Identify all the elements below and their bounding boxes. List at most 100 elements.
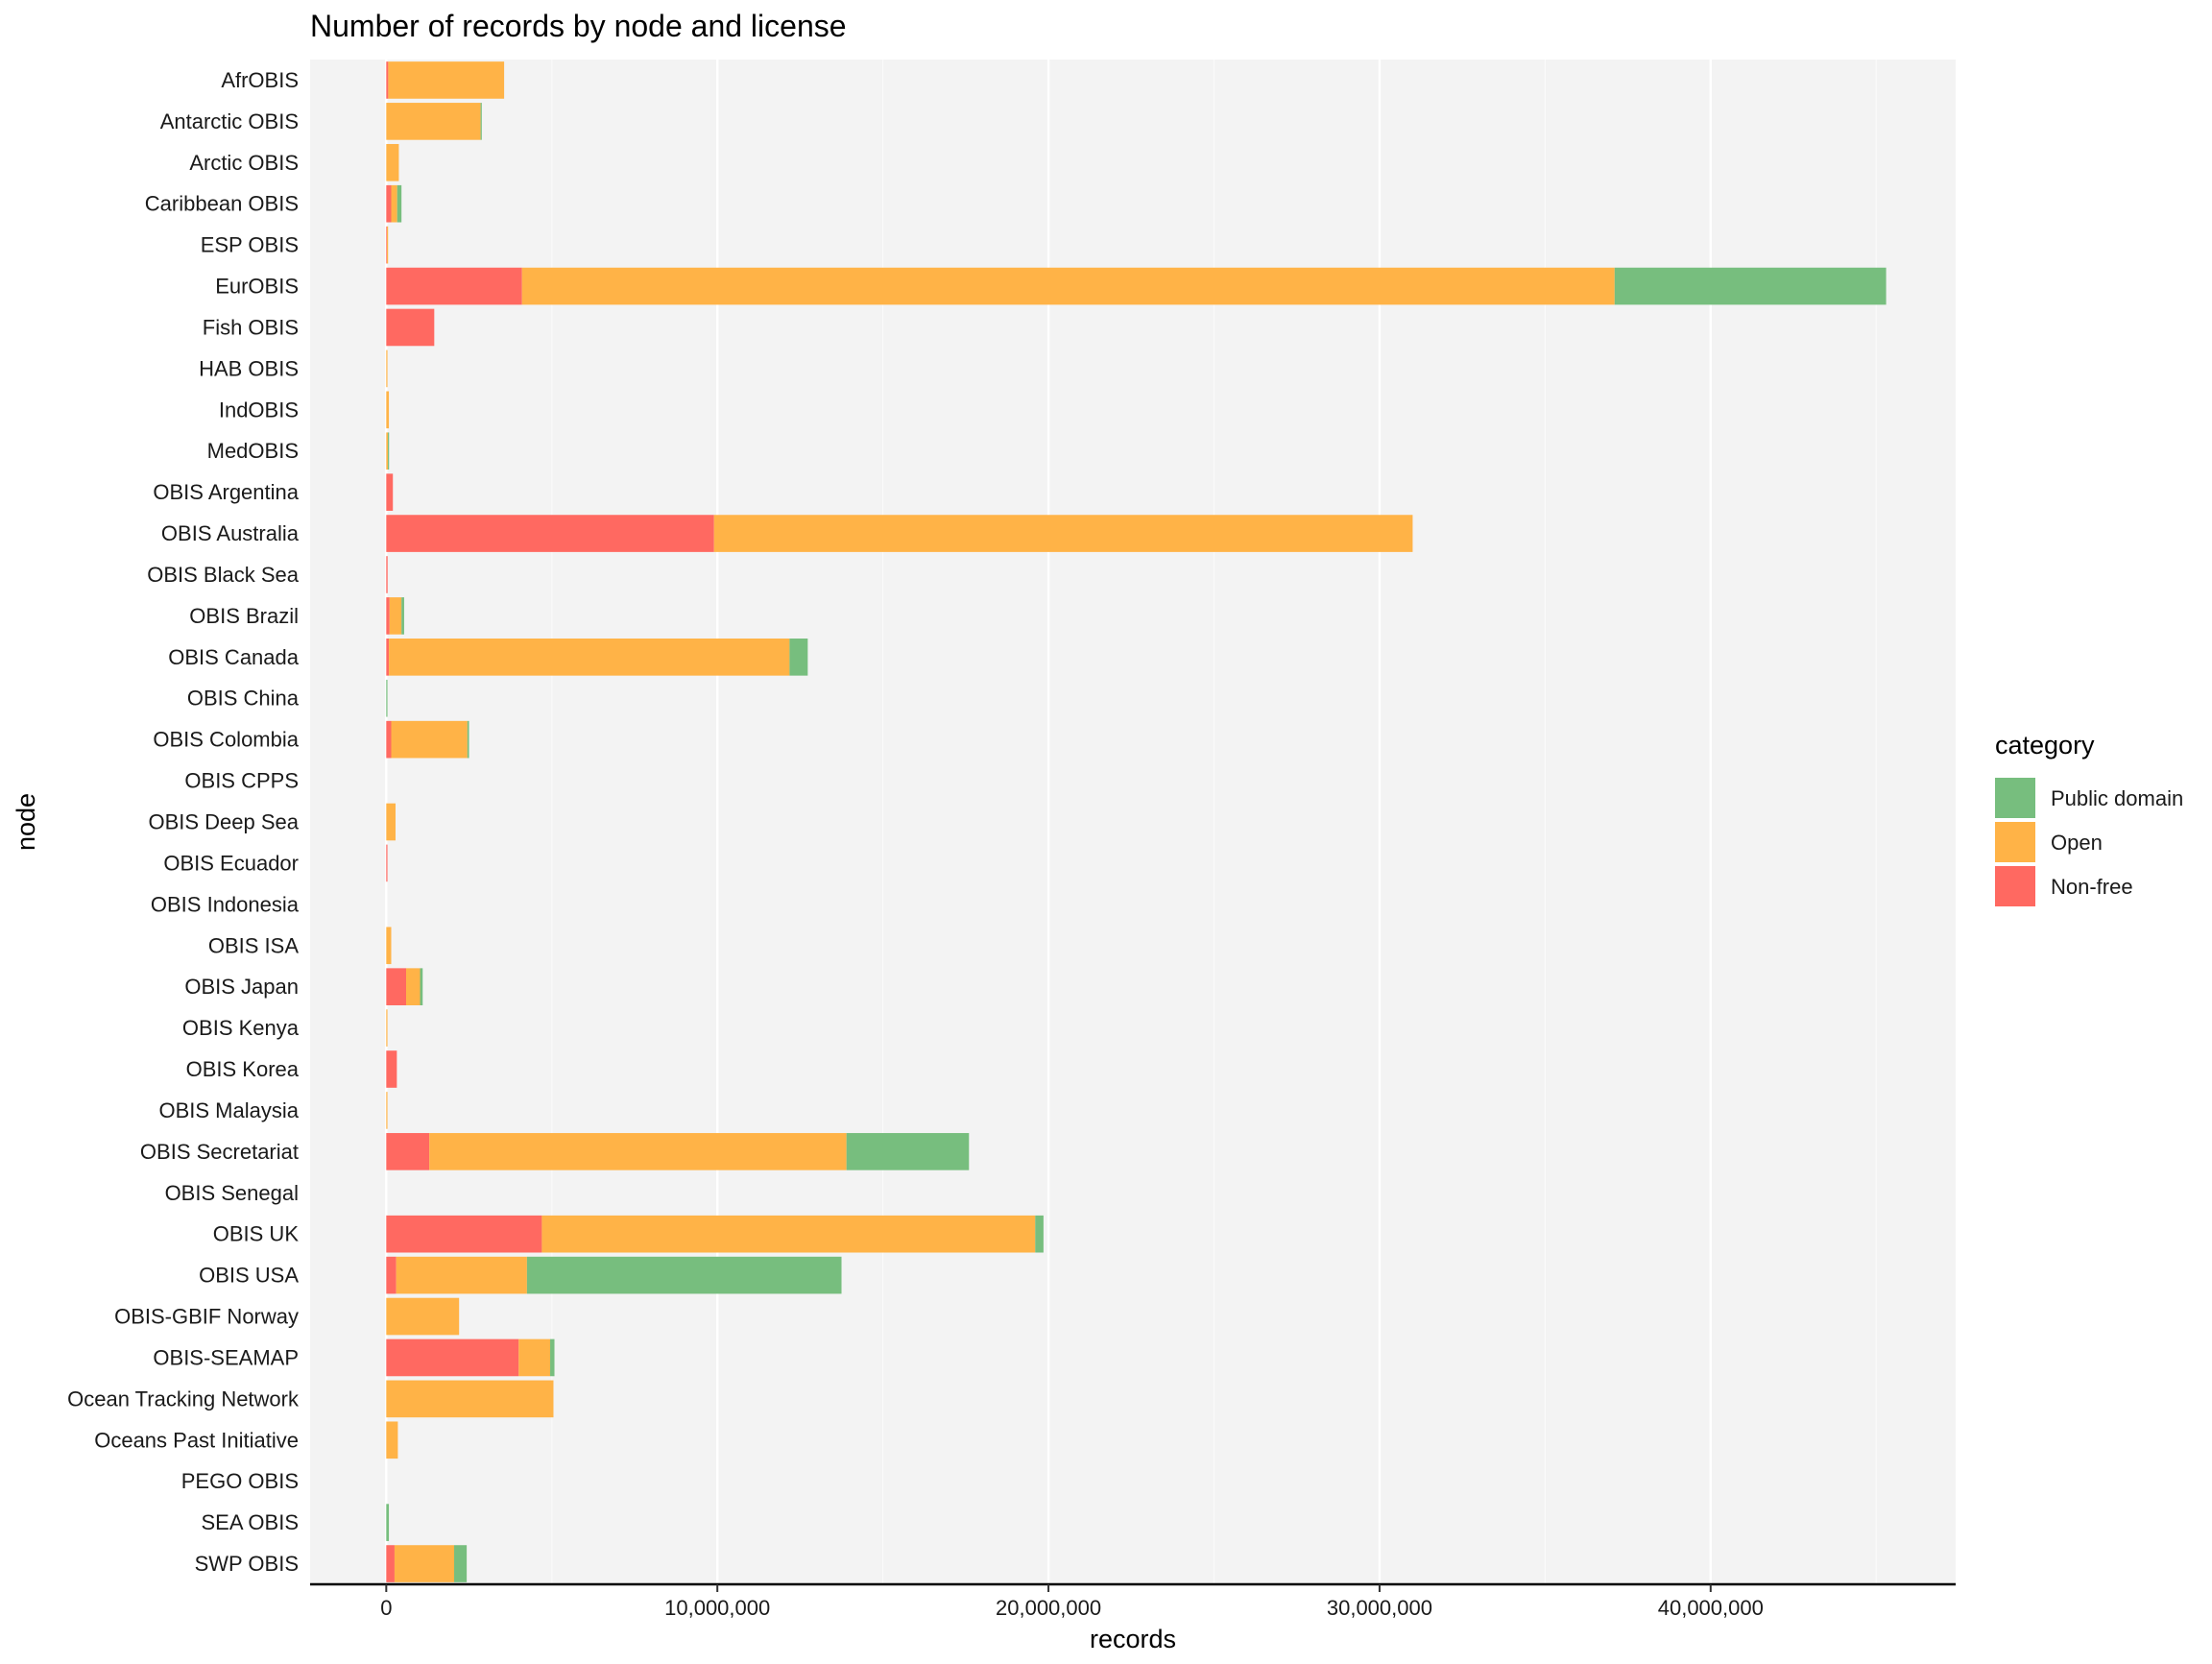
legend-swatch bbox=[1995, 778, 2035, 818]
y-tick-label: Antarctic OBIS bbox=[160, 109, 299, 133]
y-tick-label: Oceans Past Initiative bbox=[94, 1428, 299, 1452]
bar-open bbox=[386, 103, 481, 140]
bar-non-free bbox=[386, 226, 388, 264]
bar-public-domain bbox=[846, 1133, 970, 1170]
x-tick-label: 10,000,000 bbox=[664, 1596, 770, 1620]
y-tick-label: EurOBIS bbox=[215, 275, 299, 299]
y-tick-label: OBIS Secretariat bbox=[140, 1140, 299, 1164]
y-tick-label: OBIS Deep Sea bbox=[148, 810, 299, 834]
y-tick-label: IndOBIS bbox=[219, 398, 299, 422]
bar-non-free bbox=[386, 968, 407, 1005]
legend-label: Open bbox=[2051, 831, 2103, 855]
bar-public-domain bbox=[1614, 267, 1887, 305]
x-axis-title: records bbox=[1090, 1625, 1176, 1653]
bar-public-domain bbox=[386, 679, 388, 717]
bar-non-free bbox=[386, 720, 392, 759]
bar-public-domain bbox=[420, 968, 423, 1005]
y-tick-label: OBIS-SEAMAP bbox=[153, 1345, 299, 1369]
y-tick-label: OBIS Black Sea bbox=[147, 563, 300, 587]
y-tick-label: MedOBIS bbox=[207, 439, 299, 463]
bar-open bbox=[386, 350, 388, 388]
y-tick-label: OBIS Canada bbox=[168, 645, 300, 669]
bar-non-free bbox=[386, 308, 435, 347]
y-tick-label: Arctic OBIS bbox=[189, 151, 299, 175]
bar-open bbox=[386, 1092, 388, 1129]
y-tick-label: OBIS UK bbox=[213, 1222, 300, 1246]
bar-non-free bbox=[386, 597, 390, 635]
y-tick-label: Ocean Tracking Network bbox=[67, 1387, 300, 1411]
bar-public-domain bbox=[789, 639, 808, 676]
bar-non-free bbox=[386, 844, 388, 882]
bar-open bbox=[713, 515, 1413, 552]
bar-open bbox=[391, 720, 468, 759]
bar-open bbox=[387, 226, 389, 264]
y-tick-label: OBIS ISA bbox=[208, 933, 299, 957]
bar-public-domain bbox=[401, 597, 404, 635]
bar-public-domain bbox=[1035, 1215, 1044, 1253]
bar-open bbox=[386, 143, 399, 181]
bar-open bbox=[388, 61, 505, 99]
bar-open bbox=[541, 1215, 1036, 1253]
bar-open bbox=[386, 927, 392, 965]
legend-label: Public domain bbox=[2051, 786, 2183, 810]
y-tick-label: OBIS China bbox=[187, 687, 300, 711]
y-tick-label: AfrOBIS bbox=[221, 68, 299, 92]
y-axis-title: node bbox=[12, 793, 40, 851]
bar-public-domain bbox=[550, 1338, 555, 1377]
bar-non-free bbox=[386, 1133, 430, 1170]
bar-non-free bbox=[386, 515, 714, 552]
bar-open bbox=[386, 432, 389, 470]
y-tick-label: Caribbean OBIS bbox=[145, 192, 299, 216]
y-tick-label: OBIS Australia bbox=[161, 521, 300, 545]
y-tick-label: OBIS Malaysia bbox=[159, 1098, 300, 1122]
y-tick-label: ESP OBIS bbox=[201, 233, 299, 257]
y-tick-label: OBIS-GBIF Norway bbox=[114, 1305, 299, 1329]
bar-open bbox=[386, 391, 390, 429]
bar-public-domain bbox=[480, 103, 482, 140]
bar-open bbox=[518, 1338, 551, 1377]
bar-non-free bbox=[386, 556, 388, 593]
plot-panel bbox=[310, 60, 1956, 1584]
bar-open bbox=[386, 1380, 554, 1418]
chart-title: Number of records by node and license bbox=[310, 9, 847, 43]
bar-public-domain bbox=[388, 432, 390, 470]
bar-public-domain bbox=[386, 1504, 390, 1541]
x-tick-label: 0 bbox=[380, 1596, 392, 1620]
bar-open bbox=[386, 1297, 460, 1336]
bar-open bbox=[394, 1545, 455, 1582]
y-tick-label: OBIS Korea bbox=[186, 1057, 300, 1081]
bar-public-domain bbox=[454, 1545, 468, 1582]
bar-non-free bbox=[386, 639, 390, 676]
y-tick-label: PEGO OBIS bbox=[181, 1469, 299, 1493]
y-tick-label: SWP OBIS bbox=[195, 1552, 299, 1576]
bar-public-domain bbox=[467, 720, 469, 759]
bar-non-free bbox=[386, 1256, 397, 1294]
bar-non-free bbox=[386, 184, 392, 223]
y-tick-label: OBIS Japan bbox=[184, 975, 299, 999]
bar-non-free bbox=[386, 267, 522, 305]
bar-public-domain bbox=[526, 1256, 842, 1294]
y-tick-label: OBIS Senegal bbox=[165, 1181, 299, 1205]
bar-open bbox=[386, 1009, 388, 1047]
y-tick-label: OBIS Argentina bbox=[153, 480, 299, 504]
bar-open bbox=[406, 968, 421, 1005]
bar-open bbox=[386, 1421, 398, 1459]
y-tick-label: OBIS Colombia bbox=[153, 728, 299, 752]
y-tick-label: OBIS Kenya bbox=[182, 1016, 300, 1040]
y-tick-label: OBIS Ecuador bbox=[163, 851, 299, 875]
x-tick-label: 30,000,000 bbox=[1327, 1596, 1432, 1620]
legend-title: category bbox=[1995, 731, 2095, 760]
bar-open bbox=[521, 267, 1615, 305]
y-tick-label: OBIS Brazil bbox=[189, 604, 299, 628]
bar-open bbox=[386, 803, 396, 841]
bar-non-free bbox=[386, 473, 394, 511]
y-tick-label: HAB OBIS bbox=[199, 356, 299, 380]
bar-non-free bbox=[386, 61, 389, 99]
bar-open bbox=[396, 1256, 527, 1294]
legend-swatch bbox=[1995, 822, 2035, 862]
y-tick-label: OBIS USA bbox=[199, 1264, 299, 1288]
bar-open bbox=[389, 597, 402, 635]
bar-non-free bbox=[386, 1215, 542, 1253]
legend-swatch bbox=[1995, 866, 2035, 906]
